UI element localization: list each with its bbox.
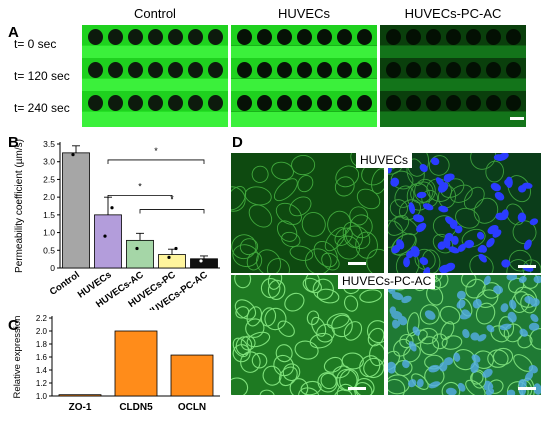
x-tick-label: CLDN5 <box>119 402 153 413</box>
scale-bar <box>348 387 366 390</box>
panel-letter-d: D <box>232 134 243 151</box>
y-tick-label: 1.2 <box>36 379 48 388</box>
fluorescence-strip <box>380 25 526 61</box>
panel-letter-c: C <box>8 317 19 334</box>
scale-bar <box>348 262 366 265</box>
y-tick-label: 3.5 <box>43 139 55 149</box>
micrograph-huvecs-pc-ac-actin <box>231 275 384 395</box>
y-tick-label: 1.4 <box>36 366 48 375</box>
scale-bar <box>518 387 536 390</box>
time-label-0: t= 0 sec <box>14 37 57 51</box>
fluorescence-strip <box>231 58 377 94</box>
scale-bar <box>518 265 536 268</box>
fluorescence-strip <box>82 91 228 127</box>
fluorescence-strip <box>231 91 377 127</box>
significance-bracket <box>107 194 173 200</box>
time-label-120: t= 120 sec <box>14 69 70 83</box>
y-tick-label: 2.5 <box>43 174 55 184</box>
bar-huvecs-pc <box>158 254 186 269</box>
fluorescence-strip <box>380 58 526 94</box>
y-tick-label: 2.0 <box>43 192 55 202</box>
bar-huvecs-ac <box>126 239 154 269</box>
significance-star: * <box>170 194 174 204</box>
bar-control <box>62 152 90 269</box>
data-point <box>199 259 203 263</box>
panel-letter-a: A <box>8 24 19 41</box>
fluorescence-strip <box>231 25 377 61</box>
data-point <box>103 234 107 238</box>
bar-zo-1 <box>58 394 102 397</box>
y-tick-label: 1.5 <box>43 210 55 220</box>
y-tick-label: 0.5 <box>43 245 55 255</box>
significance-bracket <box>107 159 205 164</box>
bar-huvecs-pc-ac <box>190 258 218 269</box>
micrograph-huvecs-merged <box>388 153 541 273</box>
data-point <box>135 246 139 251</box>
y-tick-label: 2.0 <box>36 327 48 336</box>
micrograph-huvecs-actin <box>231 153 384 273</box>
scale-bar <box>510 117 524 120</box>
data-point <box>167 255 171 259</box>
time-label-240: t= 240 sec <box>14 101 70 115</box>
permeability-chart: 0 0.5 1.0 1.5 2.0 2.5 3.0 3.5 Permeability coeff… <box>14 139 220 310</box>
panel-letter-b: B <box>8 134 19 151</box>
column-title-control: Control <box>134 6 176 21</box>
fluorescence-strip <box>82 58 228 94</box>
fluorescence-strip <box>82 25 228 61</box>
y-tick-label: 2.2 <box>36 314 48 323</box>
error-bar <box>72 145 80 153</box>
y-axis-label: Permeability coefficient (µm/s) <box>14 139 25 273</box>
bar-cldn5 <box>114 330 158 397</box>
error-bar <box>200 255 208 259</box>
y-tick-label: 3.0 <box>43 157 55 167</box>
significance-star: * <box>138 182 142 192</box>
y-tick-label: 0 <box>50 263 55 273</box>
y-axis-label: Relative expression <box>12 316 23 399</box>
bar-huvecs <box>94 214 122 269</box>
data-point <box>174 246 178 251</box>
relative-expression-chart: 1.0 1.2 1.4 1.6 1.8 2.0 2.2 Relative expression… <box>12 314 220 413</box>
x-tick-label: OCLN <box>178 402 206 413</box>
significance-bracket <box>139 209 205 214</box>
data-point <box>71 153 75 157</box>
error-bar <box>136 232 144 241</box>
y-tick-label: 1.8 <box>36 340 48 349</box>
bar-ocln <box>170 354 214 397</box>
label-huvecs-pc-ac: HUVECs-PC-AC <box>338 273 436 289</box>
error-bar <box>168 248 176 255</box>
significance-star: * <box>154 146 158 156</box>
label-huvecs: HUVECs <box>356 152 413 168</box>
error-bar <box>104 196 112 215</box>
y-tick-label: 1.0 <box>43 228 55 238</box>
fluorescence-strip <box>380 91 526 127</box>
data-point <box>110 206 114 210</box>
column-title-huvecs: HUVECs <box>277 6 330 21</box>
column-title-huvecs-pc-ac: HUVECs-PC-AC <box>404 6 502 21</box>
micrograph-huvecs-pc-ac-merged <box>388 275 541 395</box>
y-tick-label: 1.0 <box>36 392 48 401</box>
y-tick-label: 1.6 <box>36 353 48 362</box>
x-tick-label: ZO-1 <box>69 402 92 413</box>
